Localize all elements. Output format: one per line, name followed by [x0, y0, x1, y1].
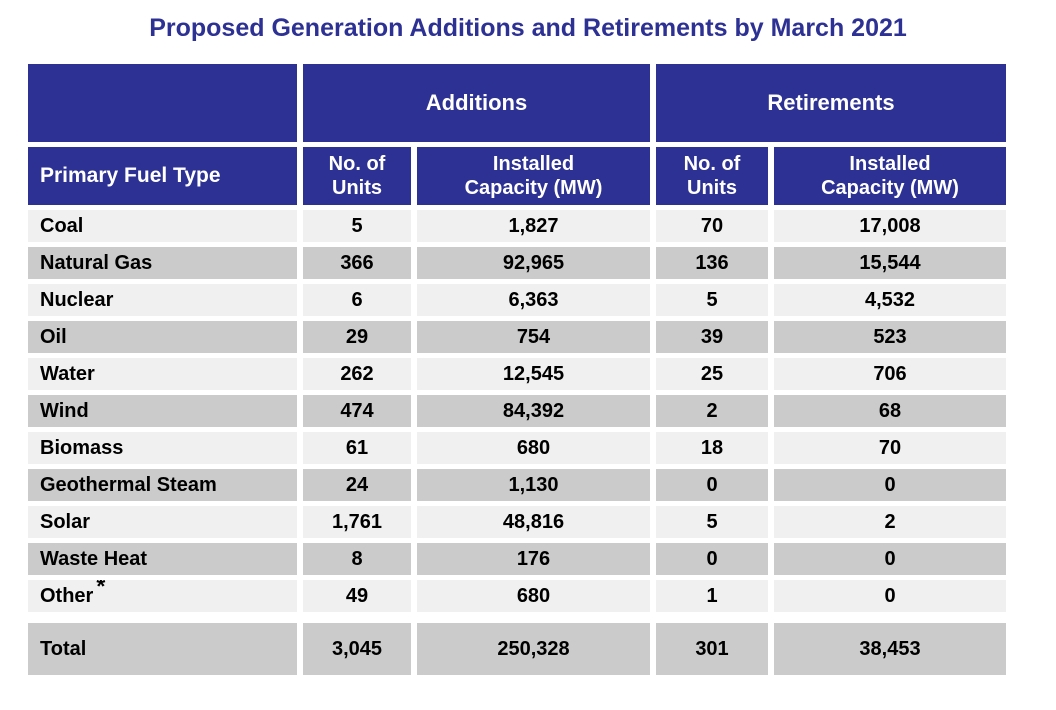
retirements-capacity-cell: 4,532 [774, 284, 1006, 316]
fuel-cell: Other * [28, 580, 297, 612]
column-header-row: Primary Fuel Type No. of Units Installed… [28, 147, 1006, 205]
retirements-units-cell: 0 [656, 543, 768, 575]
col-header-retirements-capacity: Installed Capacity (MW) [774, 147, 1006, 205]
additions-units-cell: 61 [303, 432, 411, 464]
table-row: Wind 474 84,392 2 68 [28, 395, 1006, 427]
retirements-units-cell: 39 [656, 321, 768, 353]
table-row: Waste Heat 8 176 0 0 [28, 543, 1006, 575]
retirements-units-cell: 70 [656, 210, 768, 242]
additions-units-cell: 262 [303, 358, 411, 390]
table-row: Geothermal Steam 24 1,130 0 0 [28, 469, 1006, 501]
total-additions-units-cell: 3,045 [303, 617, 411, 675]
additions-units-cell: 29 [303, 321, 411, 353]
additions-capacity-cell: 680 [417, 432, 650, 464]
fuel-cell: Solar [28, 506, 297, 538]
retirements-capacity-cell: 0 [774, 543, 1006, 575]
additions-capacity-cell: 754 [417, 321, 650, 353]
retirements-capacity-cell: 706 [774, 358, 1006, 390]
group-header-additions: Additions [303, 64, 650, 142]
additions-units-cell: 5 [303, 210, 411, 242]
fuel-cell: Natural Gas [28, 247, 297, 279]
fuel-cell: Oil [28, 321, 297, 353]
fuel-cell: Water [28, 358, 297, 390]
group-header-retirements: Retirements [656, 64, 1006, 142]
table-row: Solar 1,761 48,816 5 2 [28, 506, 1006, 538]
footnote-asterisk: * [96, 580, 106, 599]
total-retirements-units-cell: 301 [656, 617, 768, 675]
fuel-cell: Wind [28, 395, 297, 427]
table-row: Nuclear 6 6,363 5 4,532 [28, 284, 1006, 316]
retirements-units-cell: 5 [656, 284, 768, 316]
additions-capacity-cell: 176 [417, 543, 650, 575]
total-additions-capacity-cell: 250,328 [417, 617, 650, 675]
additions-units-cell: 49 [303, 580, 411, 612]
table-row: Oil 29 754 39 523 [28, 321, 1006, 353]
group-header-row: Additions Retirements [28, 64, 1006, 142]
additions-units-cell: 1,761 [303, 506, 411, 538]
fuel-cell: Waste Heat [28, 543, 297, 575]
table-row: Biomass 61 680 18 70 [28, 432, 1006, 464]
col-header-additions-units: No. of Units [303, 147, 411, 205]
col-header-line: No. of [683, 153, 741, 175]
col-header-line: Units [332, 177, 382, 199]
additions-units-cell: 6 [303, 284, 411, 316]
fuel-cell: Geothermal Steam [28, 469, 297, 501]
col-header-additions-capacity: Installed Capacity (MW) [417, 147, 650, 205]
retirements-units-cell: 18 [656, 432, 768, 464]
retirements-units-cell: 1 [656, 580, 768, 612]
additions-capacity-cell: 1,827 [417, 210, 650, 242]
table-row: Other * 49 680 1 0 [28, 580, 1006, 612]
retirements-capacity-cell: 0 [774, 469, 1006, 501]
total-retirements-capacity-cell: 38,453 [774, 617, 1006, 675]
col-header-line: Capacity (MW) [821, 177, 959, 199]
col-header-fuel: Primary Fuel Type [28, 147, 297, 205]
table-row: Natural Gas 366 92,965 136 15,544 [28, 247, 1006, 279]
retirements-capacity-cell: 523 [774, 321, 1006, 353]
additions-capacity-cell: 84,392 [417, 395, 650, 427]
retirements-capacity-cell: 17,008 [774, 210, 1006, 242]
col-header-line: Capacity (MW) [464, 177, 603, 199]
fuel-cell: Biomass [28, 432, 297, 464]
retirements-capacity-cell: 70 [774, 432, 1006, 464]
additions-units-cell: 24 [303, 469, 411, 501]
col-header-line: Installed [849, 153, 931, 175]
retirements-units-cell: 2 [656, 395, 768, 427]
fuel-label: Other [40, 584, 94, 607]
retirements-units-cell: 0 [656, 469, 768, 501]
table-row: Coal 5 1,827 70 17,008 [28, 210, 1006, 242]
total-row: Total 3,045 250,328 301 38,453 [28, 617, 1006, 675]
fuel-cell: Nuclear [28, 284, 297, 316]
additions-capacity-cell: 92,965 [417, 247, 650, 279]
col-header-line: Installed [492, 153, 575, 175]
additions-capacity-cell: 680 [417, 580, 650, 612]
retirements-units-cell: 136 [656, 247, 768, 279]
retirements-capacity-cell: 68 [774, 395, 1006, 427]
fuel-cell: Coal [28, 210, 297, 242]
table-row: Water 262 12,545 25 706 [28, 358, 1006, 390]
retirements-capacity-cell: 0 [774, 580, 1006, 612]
additions-units-cell: 8 [303, 543, 411, 575]
retirements-capacity-cell: 15,544 [774, 247, 1006, 279]
col-header-line: No. of [328, 153, 386, 175]
corner-cell [28, 64, 297, 142]
retirements-capacity-cell: 2 [774, 506, 1006, 538]
additions-capacity-cell: 48,816 [417, 506, 650, 538]
additions-capacity-cell: 6,363 [417, 284, 650, 316]
total-label-cell: Total [28, 617, 297, 675]
col-header-line: Units [687, 177, 737, 199]
retirements-units-cell: 25 [656, 358, 768, 390]
col-header-retirements-units: No. of Units [656, 147, 768, 205]
additions-capacity-cell: 12,545 [417, 358, 650, 390]
generation-table: Additions Retirements Primary Fuel Type … [22, 59, 1012, 680]
retirements-units-cell: 5 [656, 506, 768, 538]
additions-units-cell: 474 [303, 395, 411, 427]
additions-units-cell: 366 [303, 247, 411, 279]
additions-capacity-cell: 1,130 [417, 469, 650, 501]
page-title: Proposed Generation Additions and Retire… [149, 14, 907, 42]
